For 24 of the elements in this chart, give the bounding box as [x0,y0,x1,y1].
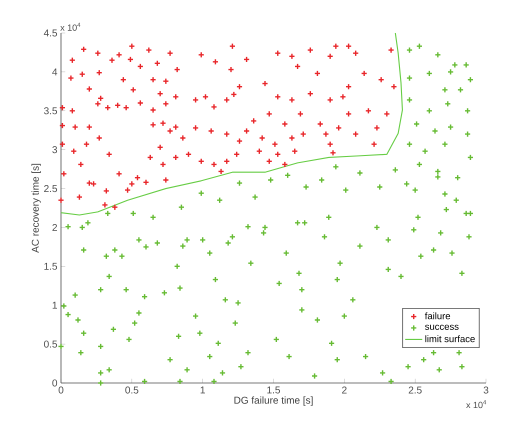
y-tick-label: 1.5 [44,262,58,270]
x-tick-label: 0.5 [125,386,138,394]
y-axis-title: AC recovery time [s] [31,164,41,253]
x-tick-label: 3 [484,386,488,394]
y-tick-label: 0.5 [44,340,58,348]
legend-label: limit surface [425,335,475,342]
y-tick-label: 0 [52,379,58,387]
x-tick-label: 1.5 [267,386,280,394]
y-tick-label: 4 [52,68,58,76]
legend-label: success [425,324,459,330]
x-tick-label: 0 [58,386,64,394]
x-tick-label: 2.5 [408,386,422,394]
text: x 10$^{4}$ [466,400,486,408]
y-tick-label: 4.5 [44,30,58,36]
legend-label: failure [424,312,450,320]
y-tick-label: 3.5 [44,107,58,114]
y-tick-label: 2.5 [44,185,58,192]
y-tick-label: 2 [52,224,57,231]
text: x 10$^{4}$ [60,22,80,31]
x-tick-label: 1 [200,386,205,394]
x-tick-label: 2 [342,386,347,394]
y-tick-label: 1 [52,302,57,309]
y-tick-label: 3 [52,146,58,154]
x-axis-title: DG failure time [s] [234,396,313,406]
